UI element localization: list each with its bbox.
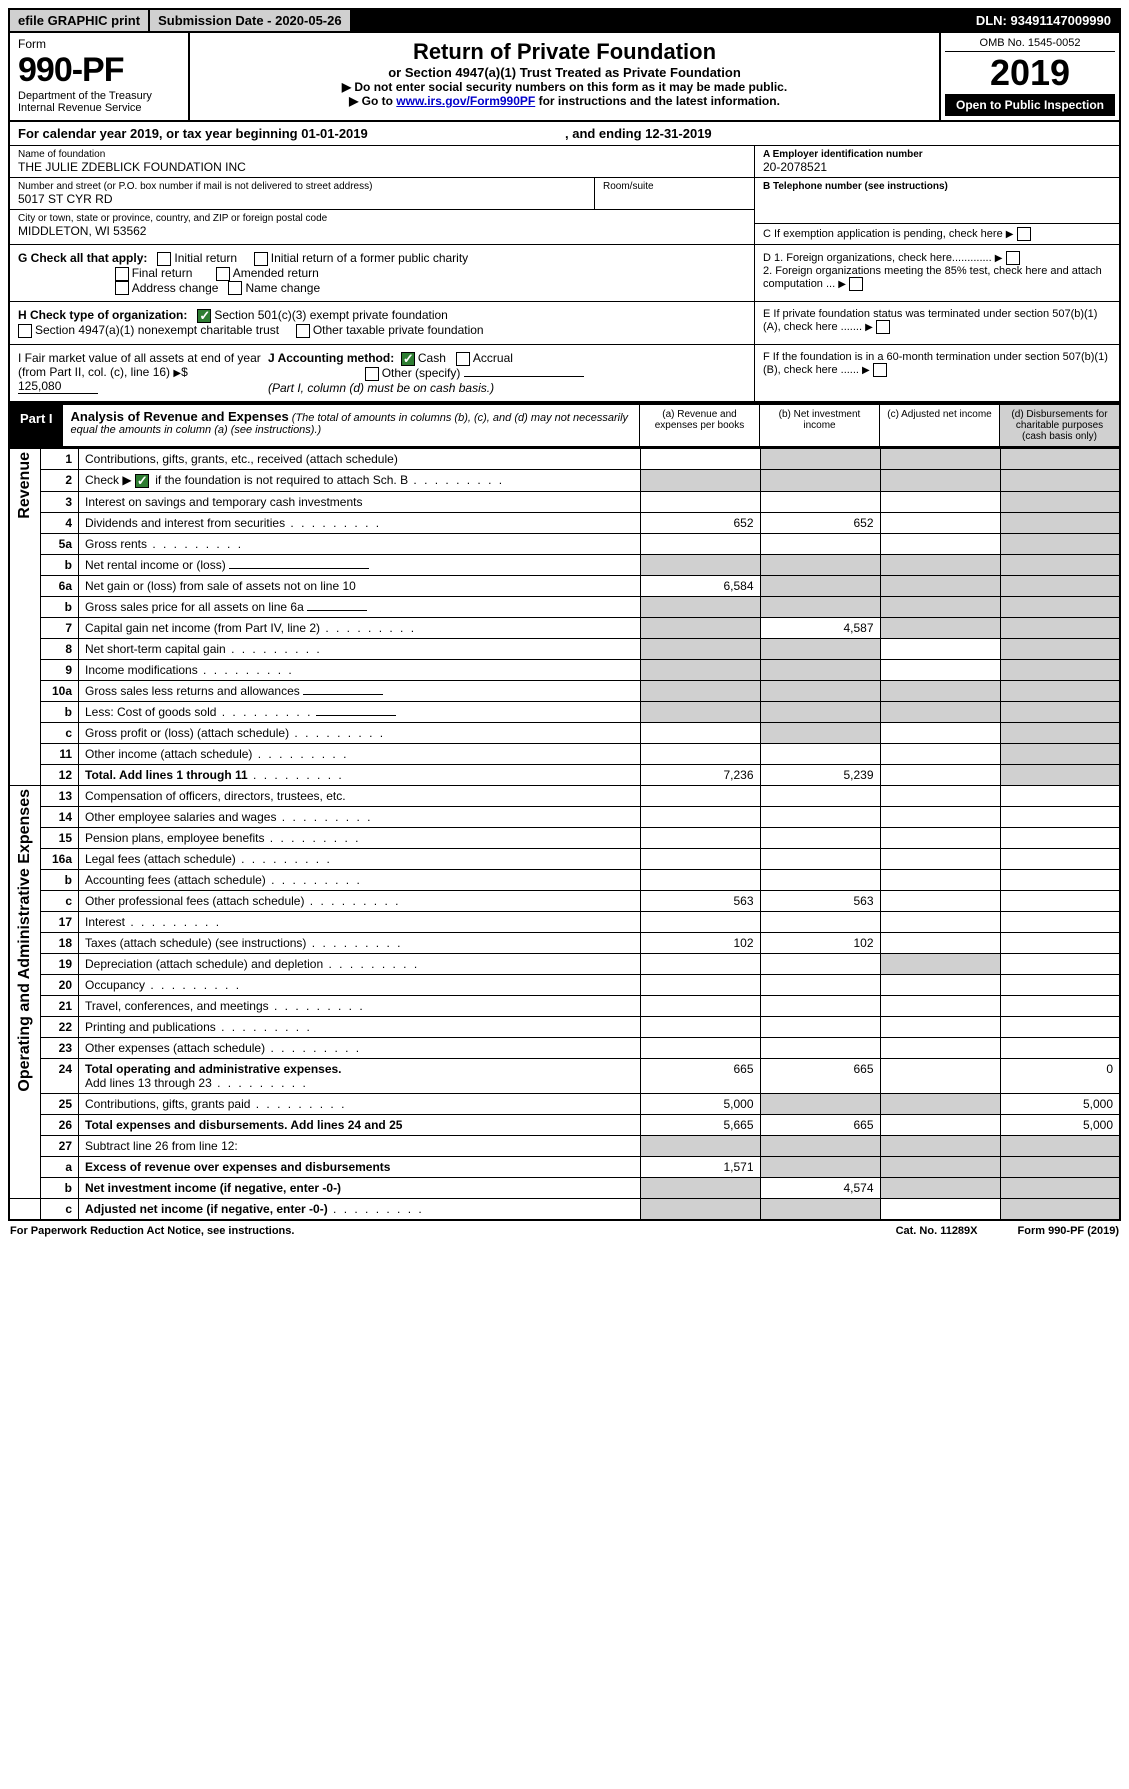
d2-label: 2. Foreign organizations meeting the 85%… <box>763 265 1102 290</box>
d1-cb[interactable] <box>1006 251 1020 265</box>
l2-cb[interactable] <box>135 474 149 488</box>
col-d-header: (d) Disbursements for charitable purpose… <box>999 405 1119 446</box>
j-accrual-cb[interactable] <box>456 352 470 366</box>
dln: DLN: 93491147009990 <box>968 10 1119 31</box>
efile-label: efile GRAPHIC print <box>10 10 148 31</box>
footer-catno: Cat. No. 11289X <box>896 1225 978 1237</box>
expenses-side: Operating and Administrative Expenses <box>16 789 34 1092</box>
city-value: MIDDLETON, WI 53562 <box>18 224 746 238</box>
tel-label: B Telephone number (see instructions) <box>763 181 1111 192</box>
col-a-header: (a) Revenue and expenses per books <box>639 405 759 446</box>
footer-left: For Paperwork Reduction Act Notice, see … <box>10 1225 294 1237</box>
j-note: (Part I, column (d) must be on cash basi… <box>268 381 494 395</box>
d2-cb[interactable] <box>849 277 863 291</box>
c-label: C If exemption application is pending, c… <box>763 228 1003 240</box>
tax-year: 2019 <box>945 52 1115 94</box>
section-h-e: H Check type of organization: Section 50… <box>8 302 1121 345</box>
part1-tag: Part I <box>10 405 63 446</box>
final-return-cb[interactable] <box>115 267 129 281</box>
footer-form: Form 990-PF (2019) <box>1018 1225 1119 1237</box>
irs-link[interactable]: www.irs.gov/Form990PF <box>396 94 535 108</box>
form-number: 990-PF <box>18 51 180 90</box>
revenue-side: Revenue <box>16 452 34 519</box>
initial-former-cb[interactable] <box>254 252 268 266</box>
form-subtitle: or Section 4947(a)(1) Trust Treated as P… <box>198 65 931 80</box>
l6b-value <box>307 610 367 611</box>
dept-line1: Department of the Treasury <box>18 90 180 102</box>
ein-value: 20-2078521 <box>763 160 1111 174</box>
form-note2: ▶ Go to www.irs.gov/Form990PF for instru… <box>198 94 931 108</box>
j-cash-cb[interactable] <box>401 352 415 366</box>
h-501c3-cb[interactable] <box>197 309 211 323</box>
form-note1: ▶ Do not enter social security numbers o… <box>198 80 931 94</box>
e-cb[interactable] <box>876 320 890 334</box>
name-change-cb[interactable] <box>228 281 242 295</box>
part1-title: Analysis of Revenue and Expenses <box>71 409 289 424</box>
city-label: City or town, state or province, country… <box>18 213 746 224</box>
j-other-cb[interactable] <box>365 367 379 381</box>
d1-label: D 1. Foreign organizations, check here..… <box>763 252 992 264</box>
open-public: Open to Public Inspection <box>945 94 1115 116</box>
form-word: Form <box>18 37 180 51</box>
room-label: Room/suite <box>594 178 754 209</box>
calendar-year-row: For calendar year 2019, or tax year begi… <box>8 122 1121 146</box>
c-checkbox[interactable] <box>1017 227 1031 241</box>
addr-value: 5017 ST CYR RD <box>18 192 586 206</box>
f-cb[interactable] <box>873 363 887 377</box>
name-label: Name of foundation <box>18 149 746 160</box>
address-change-cb[interactable] <box>115 281 129 295</box>
foundation-name: THE JULIE ZDEBLICK FOUNDATION INC <box>18 160 746 174</box>
submission-date: Submission Date - 2020-05-26 <box>150 10 350 31</box>
section-g-d: G Check all that apply: Initial return I… <box>8 245 1121 302</box>
topbar: efile GRAPHIC print Submission Date - 20… <box>8 8 1121 33</box>
col-b-header: (b) Net investment income <box>759 405 879 446</box>
part1-header: Part I Analysis of Revenue and Expenses … <box>8 403 1121 448</box>
h-other-cb[interactable] <box>296 324 310 338</box>
i-label: I Fair market value of all assets at end… <box>18 351 261 379</box>
i-value: 125,080 <box>18 379 98 394</box>
omb-number: OMB No. 1545-0052 <box>945 37 1115 52</box>
part1-table: Revenue 1Contributions, gifts, grants, e… <box>8 448 1121 1221</box>
h-4947-cb[interactable] <box>18 324 32 338</box>
g-label: G Check all that apply: <box>18 251 147 265</box>
h-label: H Check type of organization: <box>18 308 187 322</box>
j-label: J Accounting method: <box>268 351 394 365</box>
form-header: Form 990-PF Department of the Treasury I… <box>8 33 1121 122</box>
col-c-header: (c) Adjusted net income <box>879 405 999 446</box>
identification-block: Name of foundation THE JULIE ZDEBLICK FO… <box>8 146 1121 245</box>
dept-line2: Internal Revenue Service <box>18 102 180 114</box>
f-label: F If the foundation is in a 60-month ter… <box>763 351 1108 376</box>
form-title: Return of Private Foundation <box>198 39 931 65</box>
section-i-j-f: I Fair market value of all assets at end… <box>8 345 1121 403</box>
page-footer: For Paperwork Reduction Act Notice, see … <box>8 1221 1121 1241</box>
ein-label: A Employer identification number <box>763 149 1111 160</box>
initial-return-cb[interactable] <box>157 252 171 266</box>
amended-cb[interactable] <box>216 267 230 281</box>
e-label: E If private foundation status was termi… <box>763 308 1097 333</box>
addr-label: Number and street (or P.O. box number if… <box>18 181 586 192</box>
